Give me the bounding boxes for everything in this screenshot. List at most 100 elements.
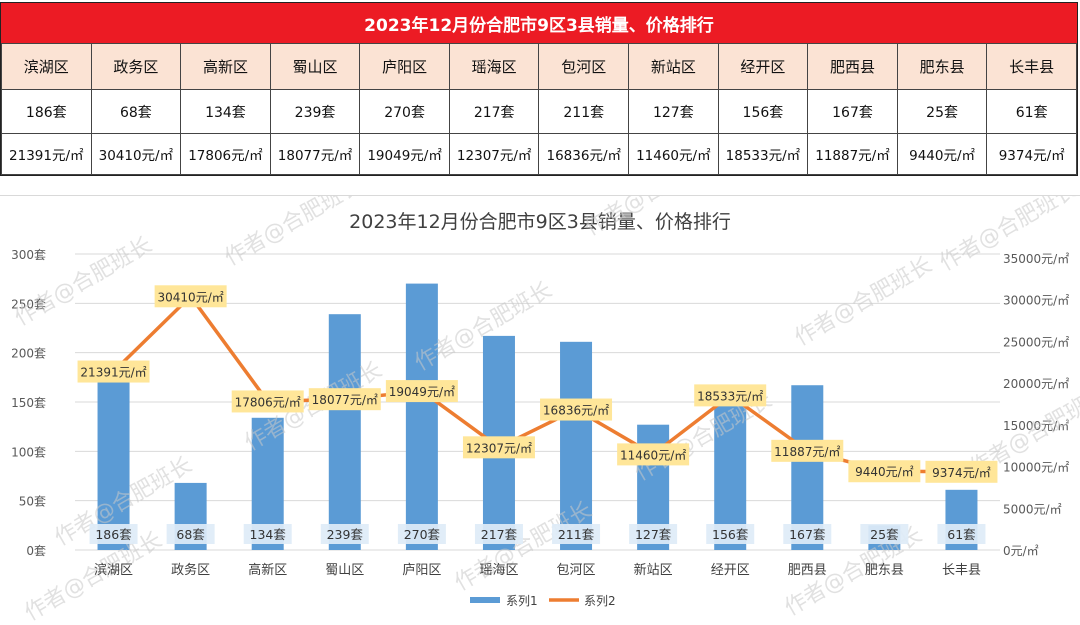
sales-cell: 239套 [270,90,360,134]
bar-data-label: 217套 [481,527,518,542]
y-left-tick-label: 100套 [11,445,46,459]
y-left-tick-label: 300套 [11,248,46,262]
y-right-tick-label: 20000元/㎡ [1003,377,1069,391]
line-data-label: 18077元/㎡ [312,393,378,407]
line-data-label: 11460元/㎡ [620,448,686,462]
sales-cell: 217套 [449,90,539,134]
combo-chart: 2023年12月份合肥市9区3县销量、价格排行 0套 50套 100套 150套 200套… [0,195,1080,625]
district-header-cell: 蜀山区 [270,44,360,90]
legend-label-series1: 系列1 [506,594,538,608]
y-left-tick-label: 200套 [11,347,46,361]
line-data-label: 11887元/㎡ [774,445,840,459]
price-cell: 30410元/㎡ [91,134,181,175]
x-tick-label: 包河区 [557,563,596,578]
price-cell: 21391元/㎡ [2,134,92,175]
district-header-cell: 政务区 [91,44,181,90]
price-cell: 19049元/㎡ [360,134,450,175]
x-tick-label: 长丰县 [942,563,981,578]
district-header-cell: 肥西县 [808,44,898,90]
chart-title: 2023年12月份合肥市9区3县销量、价格排行 [349,211,731,233]
district-header-cell: 新站区 [629,44,719,90]
x-tick-label: 政务区 [171,562,210,578]
x-tick-label: 高新区 [248,562,287,578]
district-header-cell: 长丰县 [987,44,1077,90]
price-cell: 12307元/㎡ [449,134,539,175]
y-left-tick-label: 50套 [19,495,46,509]
bar-data-label: 239套 [327,527,364,542]
bar-data-label: 68套 [176,527,205,542]
sales-cell: 270套 [360,90,450,134]
district-header-cell: 滨湖区 [2,44,92,90]
line-data-label: 9440元/㎡ [855,465,914,479]
price-cell: 11460元/㎡ [629,134,719,175]
district-header-cell: 包河区 [539,44,629,90]
bar-data-label: 25套 [870,527,899,542]
watermark-text: 作者@合肥班长 [221,196,367,271]
district-header-cell: 庐阳区 [360,44,450,90]
district-header-row: 滨湖区政务区高新区蜀山区庐阳区瑶海区包河区新站区经开区肥西县肥东县长丰县 [2,44,1077,90]
price-cell: 11887元/㎡ [808,134,898,175]
line-data-label: 12307元/㎡ [466,441,532,455]
x-tick-label: 庐阳区 [402,563,441,578]
price-cell: 18077元/㎡ [270,134,360,175]
summary-table: 2023年12月份合肥市9区3县销量、价格排行 滨湖区政务区高新区蜀山区庐阳区瑶… [0,2,1078,176]
y-left-tick-label: 150套 [11,396,46,410]
y-right-tick-label: 35000元/㎡ [1003,252,1069,266]
bar-data-label: 270套 [404,527,441,542]
sales-cell: 61套 [987,90,1077,134]
district-header-cell: 经开区 [718,44,808,90]
district-header-cell: 瑶海区 [449,44,539,90]
table-title: 2023年12月份合肥市9区3县销量、价格排行 [1,3,1077,43]
bar-data-label: 156套 [712,527,749,542]
bar-data-label: 167套 [789,527,826,542]
price-cell: 16836元/㎡ [539,134,629,175]
line-data-label: 17806元/㎡ [235,395,301,409]
legend-label-series2: 系列2 [584,594,616,608]
y-left-tick-label: 0套 [26,544,46,558]
watermark-text: 作者@合肥班长 [791,253,937,352]
y-right-tick-label: 0元/㎡ [1003,544,1039,558]
x-tick-label: 肥西县 [788,563,827,578]
line-data-label: 16836元/㎡ [543,404,609,418]
x-tick-label: 瑶海区 [479,563,518,578]
line-data-label: 30410元/㎡ [158,290,224,304]
bar-data-label: 211套 [558,527,595,542]
y-right-tick-label: 10000元/㎡ [1003,461,1069,475]
district-header-cell: 高新区 [181,44,271,90]
chart-canvas: 2023年12月份合肥市9区3县销量、价格排行 0套 50套 100套 150套 200套… [0,196,1080,625]
x-tick-label: 经开区 [711,563,750,578]
y-right-tick-label: 30000元/㎡ [1003,294,1069,308]
sales-cell: 127套 [629,90,719,134]
x-tick-label: 肥东县 [865,563,904,578]
line-data-label: 9374元/㎡ [932,466,991,480]
bar-data-label: 134套 [250,527,287,542]
district-header-cell: 肥东县 [897,44,987,90]
line-data-label: 21391元/㎡ [80,366,146,380]
bar [329,314,361,550]
y-right-tick-label: 5000元/㎡ [1003,502,1062,516]
bar [406,284,438,550]
line-data-label: 18533元/㎡ [697,389,763,403]
line-data-label: 19049元/㎡ [389,385,455,399]
price-cell: 18533元/㎡ [718,134,808,175]
x-tick-label: 滨湖区 [94,562,133,578]
sales-cell: 134套 [181,90,271,134]
bar-data-label: 127套 [635,527,672,542]
sales-cell: 167套 [808,90,898,134]
sales-cell: 156套 [718,90,808,134]
price-cell: 9440元/㎡ [897,134,987,175]
price-cell: 17806元/㎡ [181,134,271,175]
x-tick-label: 新站区 [634,562,673,578]
x-tick-label: 蜀山区 [325,563,364,578]
bar-data-label: 186套 [95,527,132,542]
sales-cell: 186套 [2,90,92,134]
y-right-tick-label: 25000元/㎡ [1003,335,1069,349]
sales-cell: 68套 [91,90,181,134]
price-cell: 9374元/㎡ [987,134,1077,175]
sales-cell: 211套 [539,90,629,134]
legend-swatch-series1 [470,597,500,603]
sales-cell: 25套 [897,90,987,134]
bar-data-label: 61套 [947,527,976,542]
